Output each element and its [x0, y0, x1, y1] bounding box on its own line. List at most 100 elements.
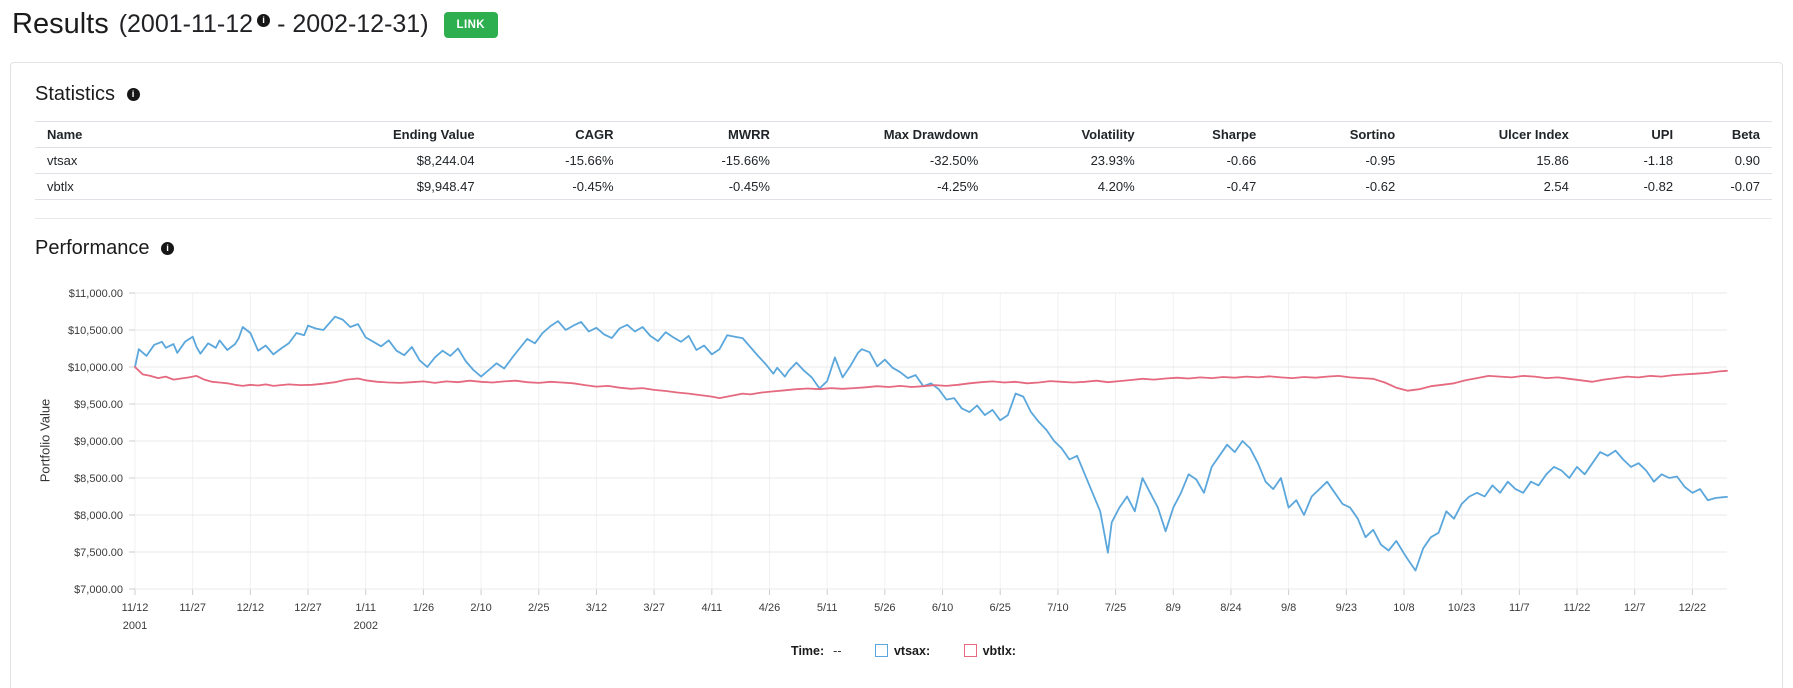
cell-value: $9,948.47 — [278, 173, 487, 200]
svg-text:2/25: 2/25 — [528, 602, 549, 614]
cell-value: $8,244.04 — [278, 147, 487, 174]
cell-value: -32.50% — [781, 147, 991, 174]
svg-text:3/27: 3/27 — [643, 602, 664, 614]
cell-value: -0.45% — [486, 173, 626, 200]
statistics-title-text: Statistics — [35, 83, 116, 105]
link-button[interactable]: LINK — [443, 11, 498, 38]
cell-value: 2.54 — [1407, 173, 1581, 200]
legend-swatch-vbtlx — [963, 644, 977, 657]
cell-value: -0.62 — [1268, 173, 1408, 200]
svg-text:11/12: 11/12 — [122, 602, 149, 614]
table-row: vbtlx $9,948.47 -0.45% -0.45% -4.25% 4.20% -0.… — [35, 173, 1772, 200]
svg-text:4/11: 4/11 — [702, 602, 723, 614]
svg-text:2002: 2002 — [353, 620, 377, 632]
performance-title-text: Performance — [35, 237, 150, 259]
cell-value: -1.18 — [1580, 147, 1686, 174]
col-header-ending-value: Ending Value — [278, 121, 487, 148]
date-range: (2001-11-12 - 2002-12-31) — [119, 10, 429, 39]
svg-text:12/27: 12/27 — [294, 602, 322, 614]
legend-item-vbtlx[interactable]: vbtlx: — [963, 644, 1016, 658]
svg-text:4/26: 4/26 — [759, 602, 780, 614]
legend-label-vbtlx: vbtlx: — [982, 644, 1016, 658]
chart-legend: Time: -- vtsax: vbtlx: — [35, 644, 1772, 658]
cell-value: -15.66% — [625, 147, 782, 174]
cell-value: -4.25% — [781, 173, 991, 200]
legend-time: Time: -- — [791, 644, 845, 658]
svg-text:10/8: 10/8 — [1393, 602, 1414, 614]
table-row: vtsax $8,244.04 -15.66% -15.66% -32.50% 23.93… — [35, 147, 1772, 174]
legend-swatch-vtsax — [874, 644, 888, 657]
svg-text:11/7: 11/7 — [1509, 602, 1530, 614]
performance-chart: Portfolio Value 11/12 2001 11/27 12/12 12/27… — [35, 275, 1772, 638]
col-header-max-drawdown: Max Drawdown — [781, 121, 991, 148]
info-icon[interactable] — [161, 242, 175, 255]
date-range-start: (2001-11-12 — [118, 10, 254, 38]
legend-time-value: -- — [833, 644, 842, 658]
legend-label-vtsax: vtsax: — [893, 644, 931, 658]
col-header-beta: Beta — [1685, 121, 1772, 148]
svg-text:8/9: 8/9 — [1166, 602, 1181, 614]
svg-text:1/11: 1/11 — [355, 602, 376, 614]
svg-text:2001: 2001 — [123, 620, 147, 632]
page-title: Results — [12, 8, 109, 40]
info-icon[interactable] — [126, 88, 140, 101]
svg-text:$7,500.00: $7,500.00 — [74, 547, 123, 559]
col-header-cagr: CAGR — [486, 121, 626, 148]
info-icon[interactable] — [257, 14, 271, 27]
legend-item-vtsax[interactable]: vtsax: — [874, 644, 934, 658]
cell-value: -0.47 — [1146, 173, 1269, 200]
cell-value: 23.93% — [990, 147, 1147, 174]
cell-name: vtsax — [35, 147, 279, 174]
cell-value: 15.86 — [1407, 147, 1581, 174]
cell-value: 4.20% — [990, 173, 1147, 200]
svg-text:$8,000.00: $8,000.00 — [74, 510, 123, 522]
svg-text:6/25: 6/25 — [990, 602, 1011, 614]
svg-text:7/25: 7/25 — [1105, 602, 1126, 614]
svg-text:11/27: 11/27 — [179, 602, 206, 614]
performance-line-chart[interactable]: 11/12 2001 11/27 12/12 12/27 1/11 2002 1/26 2/10… — [35, 275, 1770, 633]
cell-value: -0.66 — [1146, 147, 1269, 174]
svg-text:$9,500.00: $9,500.00 — [74, 399, 123, 411]
cell-value: -0.95 — [1268, 147, 1408, 174]
cell-value: -0.07 — [1685, 173, 1772, 200]
svg-text:12/22: 12/22 — [1679, 602, 1707, 614]
svg-text:$10,500.00: $10,500.00 — [68, 325, 123, 337]
svg-text:8/24: 8/24 — [1220, 602, 1241, 614]
legend-time-label: Time: — [791, 644, 825, 658]
svg-text:5/11: 5/11 — [817, 602, 838, 614]
svg-text:$11,000.00: $11,000.00 — [69, 288, 123, 300]
col-header-name: Name — [35, 121, 279, 148]
date-range-end: - 2002-12-31) — [277, 10, 429, 38]
col-header-mwrr: MWRR — [625, 121, 782, 148]
svg-text:$9,000.00: $9,000.00 — [74, 436, 123, 448]
svg-text:$7,000.00: $7,000.00 — [74, 584, 123, 596]
cell-name: vbtlx — [35, 173, 279, 200]
cell-value: -15.66% — [486, 147, 626, 174]
cell-value: -0.45% — [625, 173, 782, 200]
performance-title: Performance — [35, 237, 1772, 260]
results-header: Results (2001-11-12 - 2002-12-31) LINK — [0, 0, 1793, 41]
svg-text:12/7: 12/7 — [1624, 602, 1645, 614]
svg-text:6/10: 6/10 — [932, 602, 953, 614]
svg-text:9/23: 9/23 — [1336, 602, 1357, 614]
svg-text:1/26: 1/26 — [413, 602, 434, 614]
svg-text:9/8: 9/8 — [1281, 602, 1296, 614]
statistics-table: Name Ending Value CAGR MWRR Max Drawdown Vola… — [35, 121, 1772, 200]
col-header-sharpe: Sharpe — [1146, 121, 1269, 148]
svg-text:10/23: 10/23 — [1448, 602, 1476, 614]
svg-text:$10,000.00: $10,000.00 — [68, 362, 123, 374]
table-header-row: Name Ending Value CAGR MWRR Max Drawdown Vola… — [35, 121, 1772, 148]
cell-value: 0.90 — [1685, 147, 1772, 174]
svg-text:$8,500.00: $8,500.00 — [74, 473, 123, 485]
col-header-upi: UPI — [1580, 121, 1686, 148]
svg-text:3/12: 3/12 — [586, 602, 607, 614]
col-header-ulcer-index: Ulcer Index — [1407, 121, 1581, 148]
col-header-volatility: Volatility — [990, 121, 1147, 148]
svg-text:11/22: 11/22 — [1564, 602, 1591, 614]
svg-text:2/10: 2/10 — [470, 602, 491, 614]
performance-section: Performance Portfolio Value 11/12200111/… — [35, 219, 1772, 658]
svg-text:12/12: 12/12 — [237, 602, 265, 614]
